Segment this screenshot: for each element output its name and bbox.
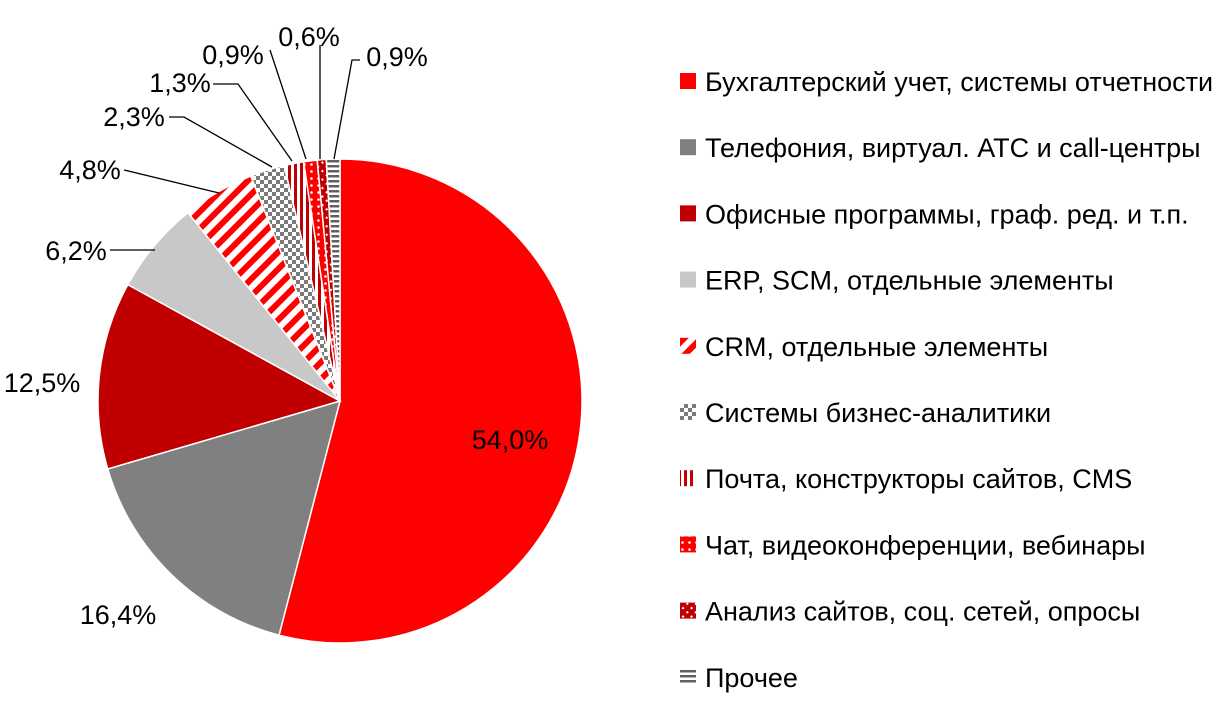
- legend-label-7: Почта, конструкторы сайтов, CMS: [705, 464, 1132, 494]
- data-labels: 54,0%16,4%12,5%6,2%4,8%2,3%1,3%0,9%0,6%0…: [4, 22, 549, 630]
- leader-line-5: [123, 169, 220, 194]
- data-label-2: 16,4%: [80, 600, 157, 630]
- legend-swatch-5: [680, 337, 696, 354]
- legend-item-4: ERP, SCM, отдельные элементы: [680, 266, 1114, 296]
- leader-lines: [110, 45, 360, 251]
- data-label-7: 1,3%: [149, 68, 211, 98]
- legend-label-2: Телефония, виртуал. АТС и call-центры: [705, 133, 1201, 163]
- leader-line-10: [333, 59, 360, 160]
- legend-label-1: Бухгалтерский учет, системы отчетности: [705, 67, 1213, 97]
- data-label-8: 0,9%: [202, 40, 264, 70]
- legend-swatch-10: [680, 668, 696, 685]
- legend-item-1: Бухгалтерский учет, системы отчетности: [680, 67, 1213, 97]
- legend-item-5: CRM, отдельные элементы: [680, 332, 1048, 362]
- legend: Бухгалтерский учет, системы отчетности Те…: [680, 67, 1213, 693]
- legend-label-10: Прочее: [705, 663, 798, 693]
- legend-swatch-9: [680, 602, 696, 619]
- leader-line-7: [213, 83, 293, 162]
- legend-swatch-4: [680, 271, 696, 288]
- legend-swatch-3: [680, 205, 696, 222]
- data-label-1: 54,0%: [472, 425, 549, 455]
- pie-slice-1: [278, 158, 583, 644]
- leader-line-8: [269, 49, 307, 160]
- legend-item-2: Телефония, виртуал. АТС и call-центры: [680, 133, 1201, 163]
- data-label-6: 2,3%: [103, 102, 165, 132]
- legend-item-9: Анализ сайтов, соц. сетей, опросы: [680, 597, 1140, 627]
- legend-item-3: Офисные программы, граф. ред. и т.п.: [680, 199, 1189, 229]
- pie-slice-3: [97, 283, 342, 470]
- data-label-9: 0,6%: [278, 22, 340, 52]
- legend-item-8: Чат, видеоконференции, вебинары: [680, 530, 1146, 560]
- legend-swatch-7: [680, 470, 696, 487]
- data-label-10: 0,9%: [366, 42, 428, 72]
- leader-line-6: [169, 116, 273, 168]
- pie-slice-10: [325, 158, 341, 402]
- data-label-4: 6,2%: [45, 236, 107, 266]
- legend-label-3: Офисные программы, граф. ред. и т.п.: [705, 199, 1189, 229]
- data-label-5: 4,8%: [59, 155, 121, 185]
- legend-label-8: Чат, видеоконференции, вебинары: [705, 530, 1146, 560]
- legend-swatch-2: [680, 139, 696, 156]
- legend-swatch-6: [680, 404, 696, 420]
- pie-slice-2: [106, 399, 342, 637]
- legend-label-9: Анализ сайтов, соц. сетей, опросы: [705, 597, 1140, 627]
- legend-item-6: Системы бизнес-аналитики: [680, 398, 1051, 428]
- legend-item-7: Почта, конструкторы сайтов, CMS: [680, 464, 1132, 494]
- pie-slices: [97, 158, 583, 644]
- legend-swatch-8: [680, 536, 696, 553]
- legend-item-10: Прочее: [680, 663, 798, 693]
- legend-label-6: Системы бизнес-аналитики: [705, 398, 1051, 428]
- data-label-3: 12,5%: [4, 368, 81, 398]
- legend-label-4: ERP, SCM, отдельные элементы: [705, 266, 1114, 296]
- legend-label-5: CRM, отдельные элементы: [705, 332, 1048, 362]
- legend-swatch-1: [680, 73, 696, 89]
